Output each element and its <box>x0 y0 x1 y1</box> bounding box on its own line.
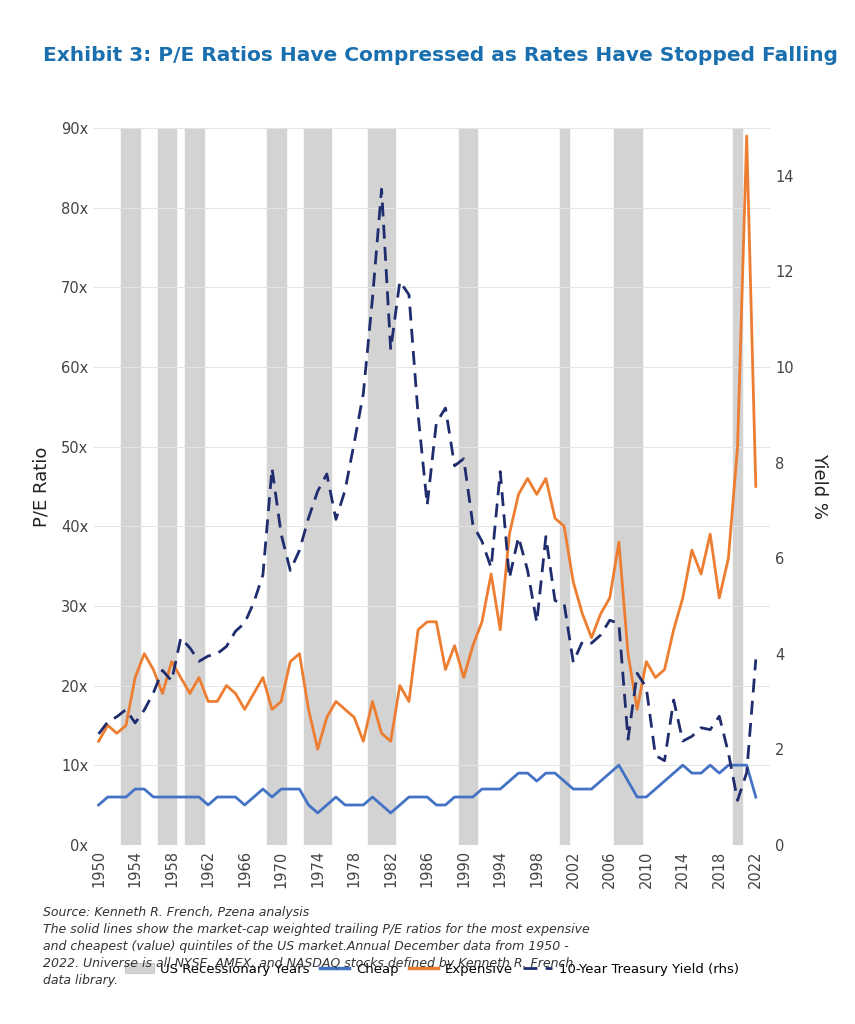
Y-axis label: P/E Ratio: P/E Ratio <box>32 446 50 526</box>
Legend: US Recessionary Years, Cheap, Expensive, 10-Year Treasury Yield (rhs): US Recessionary Years, Cheap, Expensive,… <box>125 963 739 976</box>
Bar <box>186 128 203 845</box>
Bar <box>268 128 286 845</box>
Bar <box>158 128 176 845</box>
Bar <box>615 128 642 845</box>
Bar <box>377 128 395 845</box>
Bar <box>368 128 377 845</box>
Bar <box>304 128 332 845</box>
Text: Exhibit 3: P/E Ratios Have Compressed as Rates Have Stopped Falling: Exhibit 3: P/E Ratios Have Compressed as… <box>43 46 838 66</box>
Bar <box>121 128 139 845</box>
Y-axis label: Yield %: Yield % <box>811 454 828 519</box>
Bar <box>459 128 477 845</box>
Bar <box>733 128 742 845</box>
Text: Source: Kenneth R. French, Pzena analysis
The solid lines show the market-cap we: Source: Kenneth R. French, Pzena analysi… <box>43 906 589 987</box>
Bar <box>559 128 569 845</box>
